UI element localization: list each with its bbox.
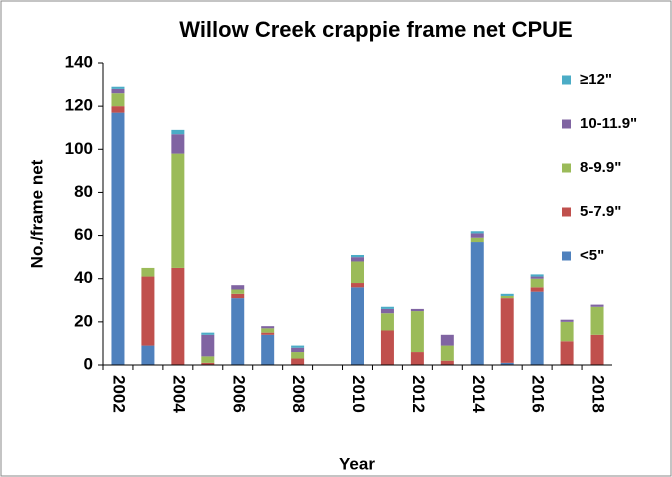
legend-swatch bbox=[562, 251, 571, 261]
bar-segment bbox=[380, 306, 394, 309]
bar-segment bbox=[171, 267, 185, 365]
y-tick-label: 120 bbox=[65, 96, 93, 115]
bar-segment bbox=[410, 311, 424, 353]
bar-segment bbox=[111, 86, 125, 89]
bar-segment bbox=[201, 356, 215, 363]
bar-segment bbox=[380, 330, 394, 365]
x-tick-label: 2018 bbox=[589, 375, 608, 413]
bar-segment bbox=[530, 278, 544, 288]
bar-segment bbox=[231, 285, 245, 290]
y-tick-label: 60 bbox=[74, 225, 93, 244]
bar-segment bbox=[500, 295, 514, 299]
bar-segment bbox=[500, 293, 514, 296]
bar-segment bbox=[530, 274, 544, 277]
x-tick-label: 2014 bbox=[469, 375, 488, 413]
legend-label: ≥12" bbox=[580, 71, 612, 88]
y-tick-label: 0 bbox=[84, 354, 93, 373]
bar-segment bbox=[291, 358, 305, 365]
y-tick-label: 80 bbox=[74, 182, 93, 201]
x-axis-label: Year bbox=[339, 454, 375, 473]
bar-segment bbox=[410, 308, 424, 312]
bar-segment bbox=[440, 334, 454, 346]
x-tick-label: 2010 bbox=[349, 375, 368, 413]
bar-segment bbox=[351, 283, 364, 288]
bar-segment bbox=[470, 237, 484, 243]
bar-segment bbox=[590, 334, 604, 365]
bar-segment bbox=[261, 326, 275, 329]
bar-segment bbox=[560, 321, 574, 342]
x-tick-label: 2002 bbox=[109, 375, 128, 413]
bar-segment bbox=[111, 93, 125, 107]
legend-label: 8-9.9" bbox=[580, 159, 621, 176]
bar-segment bbox=[410, 352, 424, 365]
bar-segment bbox=[500, 298, 514, 363]
bar-segment bbox=[440, 360, 454, 365]
bar-segment bbox=[261, 334, 275, 365]
x-tick-label: 2006 bbox=[229, 375, 248, 413]
bar-segment bbox=[440, 345, 454, 361]
bar-segment bbox=[351, 257, 364, 262]
bar-segment bbox=[560, 319, 574, 322]
bar-segment bbox=[530, 276, 544, 279]
legend-swatch bbox=[562, 75, 571, 85]
bar-segment bbox=[231, 289, 245, 294]
bar-segment bbox=[590, 304, 604, 307]
bar-segment bbox=[470, 242, 484, 365]
y-tick-label: 140 bbox=[65, 52, 93, 71]
bar-segment bbox=[291, 352, 305, 359]
legend-swatch bbox=[562, 119, 571, 129]
bar-segment bbox=[291, 345, 305, 348]
bar-segment bbox=[171, 153, 185, 268]
bar-segment bbox=[111, 112, 125, 365]
bar-segment bbox=[111, 88, 125, 94]
bar-segment bbox=[351, 254, 364, 258]
bar-segment bbox=[380, 308, 394, 314]
y-tick-label: 40 bbox=[74, 268, 93, 287]
bar-segment bbox=[141, 345, 155, 365]
x-tick-label: 2004 bbox=[169, 375, 188, 413]
bar-segment bbox=[171, 134, 185, 154]
bar-segment bbox=[201, 362, 215, 365]
bar-segment bbox=[530, 291, 544, 365]
bar-segment bbox=[201, 332, 215, 335]
bar-segment bbox=[351, 261, 364, 284]
bar-segment bbox=[171, 129, 185, 135]
legend-swatch bbox=[562, 207, 571, 217]
legend-label: 10-11.9" bbox=[580, 115, 637, 132]
bar-segment bbox=[261, 332, 275, 335]
legend-label: 5-7.9" bbox=[580, 203, 621, 220]
y-axis-label: No./frame net bbox=[27, 159, 46, 268]
legend-label: <5" bbox=[580, 247, 604, 264]
bar-segment bbox=[560, 341, 574, 365]
legend-swatch bbox=[562, 163, 571, 173]
x-tick-label: 2016 bbox=[529, 375, 548, 413]
bar-segment bbox=[380, 313, 394, 331]
y-tick-label: 20 bbox=[74, 311, 93, 330]
bar-segment bbox=[470, 233, 484, 238]
bar-segment bbox=[470, 231, 484, 234]
y-tick-label: 100 bbox=[65, 139, 93, 158]
bar-segment bbox=[141, 267, 155, 277]
bar-segment bbox=[291, 347, 305, 353]
chart-title: Willow Creek crappie frame net CPUE bbox=[179, 17, 572, 42]
bar-segment bbox=[261, 328, 275, 333]
bar-segment bbox=[141, 276, 155, 346]
x-tick-label: 2008 bbox=[289, 375, 308, 413]
bar-segment bbox=[111, 106, 125, 113]
bar-segment bbox=[231, 298, 245, 365]
bar-segment bbox=[351, 287, 364, 365]
bar-segment bbox=[231, 293, 245, 299]
x-tick-label: 2012 bbox=[409, 375, 428, 413]
bar-segment bbox=[201, 334, 215, 357]
bar-segment bbox=[530, 287, 544, 292]
bar-segment bbox=[500, 362, 514, 365]
bar-segment bbox=[590, 306, 604, 335]
